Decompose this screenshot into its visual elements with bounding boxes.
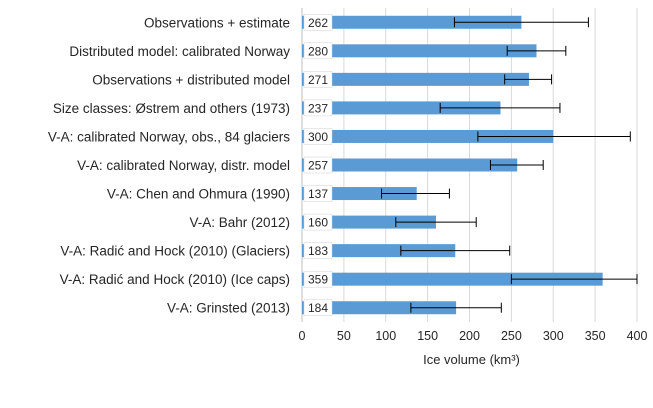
category-label: V-A: Radić and Hock (2010) (Ice caps)	[60, 272, 290, 287]
data-label: 359	[308, 273, 328, 287]
data-label: 280	[308, 44, 328, 58]
bar	[302, 244, 456, 258]
x-axis-title: Ice volume (km³)	[423, 352, 520, 367]
category-label: V-A: Radić and Hock (2010) (Glaciers)	[60, 244, 290, 259]
category-label: V-A: calibrated Norway, distr. model	[77, 158, 290, 173]
data-label: 183	[308, 244, 328, 258]
bar	[302, 158, 518, 172]
bar	[302, 272, 603, 286]
data-label: 237	[308, 101, 328, 115]
x-tick-label: 150	[417, 329, 438, 343]
data-label-box	[303, 270, 333, 288]
category-label: Distributed model: calibrated Norway	[69, 44, 290, 59]
bar	[302, 215, 436, 229]
data-label: 300	[308, 130, 328, 144]
data-label-box	[303, 14, 333, 31]
data-label-box	[303, 128, 333, 145]
category-label: V-A: calibrated Norway, obs., 84 glacier…	[48, 129, 290, 144]
category-label: Observations + distributed model	[92, 72, 290, 87]
data-label: 271	[308, 73, 328, 87]
category-label: V-A: Bahr (2012)	[189, 215, 290, 230]
data-label: 137	[308, 187, 328, 201]
x-tick-label: 350	[585, 329, 606, 343]
x-tick-label: 250	[501, 329, 522, 343]
category-label: Observations + estimate	[144, 15, 290, 30]
bar	[302, 44, 537, 58]
x-tick-label: 300	[543, 329, 564, 343]
data-label-box	[303, 213, 333, 231]
data-label-box	[303, 185, 333, 202]
category-label: V-A: Grinsted (2013)	[167, 301, 290, 316]
x-tick-label: 100	[375, 329, 396, 343]
bar	[302, 72, 529, 86]
x-tick-label: 0	[299, 329, 306, 343]
data-label-box	[303, 71, 333, 88]
x-tick-label: 200	[459, 329, 480, 343]
bar	[302, 101, 501, 115]
bar	[302, 129, 554, 143]
bar	[302, 301, 457, 315]
category-label: Size classes: Østrem and others (1973)	[53, 101, 290, 116]
data-label: 160	[308, 216, 328, 230]
data-label-box	[303, 42, 333, 60]
data-label-box	[303, 156, 333, 174]
data-label-box	[303, 299, 333, 316]
category-label: V-A: Chen and Ohmura (1990)	[107, 187, 290, 202]
data-label: 257	[308, 159, 328, 173]
data-label: 262	[308, 16, 328, 30]
data-label-box	[303, 242, 333, 259]
bar	[302, 15, 522, 29]
data-label: 184	[308, 301, 328, 315]
x-tick-label: 50	[337, 329, 351, 343]
data-label-box	[303, 99, 333, 117]
x-tick-label: 400	[627, 329, 648, 343]
